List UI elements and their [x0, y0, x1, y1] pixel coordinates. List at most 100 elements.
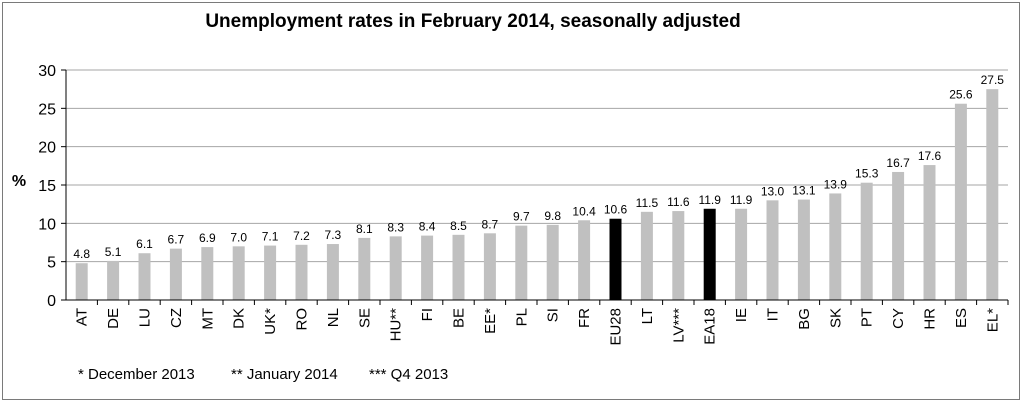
x-tick-label: EA18 [702, 308, 719, 345]
bar [358, 237, 371, 300]
bar [75, 263, 88, 300]
bar [986, 89, 999, 301]
bar [421, 235, 434, 300]
data-label: 7.3 [325, 228, 342, 242]
x-tick-label: EE* [482, 308, 499, 334]
data-label: 9.7 [513, 210, 530, 224]
bar [703, 208, 716, 300]
category-labels: AT DE LU CZ MT DK UK* RO NL SE HU** FI BE EE* PL SI FR EU… [74, 300, 1009, 346]
data-label: 8.1 [356, 222, 373, 236]
bar [169, 248, 182, 300]
x-tick-label: EU28 [608, 308, 625, 346]
x-tick-label: CZ [168, 308, 185, 328]
data-label: 17.6 [918, 149, 942, 163]
bar [546, 224, 559, 300]
bar [766, 200, 779, 300]
bar [201, 247, 214, 300]
x-tick-label: DE [105, 308, 122, 329]
footnotes: * December 2013 ** January 2014 *** Q4 201… [78, 366, 448, 383]
bar [829, 193, 842, 300]
x-tick-label: HU** [388, 308, 405, 342]
x-tick-label: FR [576, 308, 593, 328]
y-tick-label: 25 [38, 101, 56, 118]
data-label: 11.9 [698, 193, 721, 207]
data-label: 27.5 [981, 73, 1005, 87]
x-tick-label: PT [859, 308, 876, 327]
x-tick-label: FI [419, 308, 436, 321]
bar [515, 225, 528, 300]
chart-title: Unemployment rates in February 2014, sea… [205, 11, 740, 32]
bar [892, 171, 905, 300]
data-label: 7.2 [293, 229, 310, 243]
bar [923, 165, 936, 300]
x-tick-label: AT [74, 308, 91, 326]
data-label: 13.9 [824, 177, 848, 191]
data-label: 9.8 [544, 209, 561, 223]
bar [735, 208, 748, 300]
y-tick-label: 30 [38, 63, 56, 80]
y-axis-ticks: 0 5 10 15 20 25 30 [38, 63, 66, 310]
bar [483, 233, 496, 300]
footnote: ** January 2014 [231, 366, 338, 383]
chart-frame [2, 2, 1020, 400]
data-label: 13.0 [761, 184, 785, 198]
data-label: 8.4 [419, 220, 436, 234]
bar [797, 199, 810, 300]
bar [264, 245, 277, 300]
data-label: 4.8 [73, 247, 90, 261]
bar [232, 246, 245, 300]
x-tick-label: LU [137, 308, 154, 327]
bar [389, 236, 402, 300]
x-tick-label: BG [796, 308, 813, 330]
data-labels: 4.8 5.1 6.1 6.7 6.9 7.0 7.1 7.2 7.3 8.1 8.3 8.4 8.5 8… [73, 73, 1004, 261]
x-tick-label: NL [325, 308, 342, 327]
data-label: 10.6 [604, 203, 628, 217]
y-axis-label: % [12, 173, 26, 190]
data-label: 25.6 [949, 88, 973, 102]
bar [954, 103, 967, 300]
y-tick-label: 5 [47, 255, 56, 272]
bar [452, 234, 465, 300]
x-tick-label: CY [890, 308, 907, 329]
x-tick-label: SK [827, 308, 844, 328]
data-label: 5.1 [105, 245, 122, 259]
data-label: 8.5 [450, 219, 467, 233]
data-label: 11.9 [730, 193, 753, 207]
bar [295, 244, 308, 300]
bar [860, 182, 873, 300]
data-label: 16.7 [886, 156, 910, 170]
data-label: 15.3 [855, 167, 879, 181]
x-tick-label: EL* [984, 308, 1001, 332]
bar [609, 218, 622, 300]
x-tick-label: LT [639, 308, 656, 324]
y-tick-label: 15 [38, 178, 56, 195]
data-label: 11.6 [667, 195, 690, 209]
bar [107, 260, 120, 300]
x-tick-label: RO [294, 308, 311, 331]
data-label: 11.5 [636, 196, 659, 210]
bar [138, 253, 151, 300]
data-label: 13.1 [792, 184, 816, 198]
x-tick-label: BE [451, 308, 468, 328]
data-label: 8.7 [482, 217, 499, 231]
footnote: * December 2013 [78, 366, 195, 383]
data-label: 6.7 [168, 233, 185, 247]
x-tick-label: LV*** [670, 308, 687, 343]
data-label: 8.3 [387, 220, 404, 234]
bar [640, 211, 653, 300]
bar-series [75, 89, 999, 301]
x-tick-label: SE [356, 308, 373, 328]
y-tick-label: 20 [38, 140, 56, 157]
data-label: 6.1 [136, 237, 153, 251]
footnote: *** Q4 2013 [369, 366, 448, 383]
x-tick-label: ES [953, 308, 970, 328]
data-label: 7.0 [230, 230, 247, 244]
data-label: 7.1 [262, 230, 279, 244]
x-tick-label: MT [199, 308, 216, 330]
data-label: 6.9 [199, 231, 216, 245]
x-tick-label: UK* [262, 308, 279, 335]
bar [672, 211, 685, 300]
gridlines [66, 69, 1008, 263]
data-label: 10.4 [572, 204, 596, 218]
